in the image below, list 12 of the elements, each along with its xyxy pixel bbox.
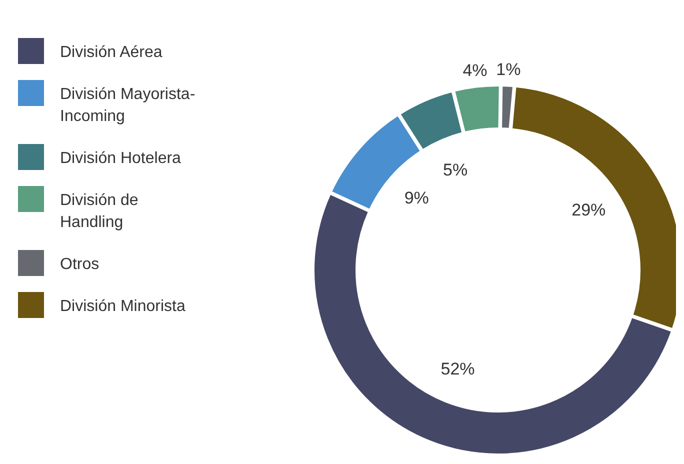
legend-label: División Mayorista-Incoming bbox=[60, 86, 196, 125]
data-label: 5% bbox=[442, 160, 468, 180]
data-label: 4% bbox=[462, 60, 488, 80]
legend-label: División Aérea bbox=[60, 44, 162, 61]
legend-label: División Hotelera bbox=[60, 150, 182, 167]
legend-label: División Minorista bbox=[60, 298, 186, 315]
data-label: 52% bbox=[440, 360, 475, 379]
legend-label: Otros bbox=[60, 256, 100, 273]
data-label: 9% bbox=[404, 188, 429, 208]
data-label: 29% bbox=[572, 200, 606, 220]
legend-label: División de Handling bbox=[60, 192, 138, 231]
data-label: 1% bbox=[496, 60, 521, 79]
